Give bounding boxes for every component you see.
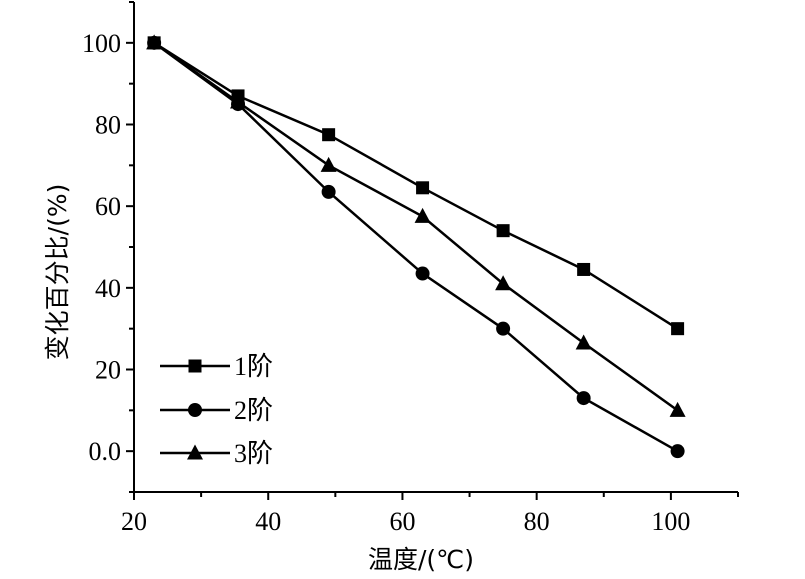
series-1	[147, 36, 685, 336]
series-layer	[146, 34, 686, 459]
legend-marker	[188, 359, 202, 373]
series-2	[147, 35, 685, 459]
axes: 0.0 20 40 60 80 100 20 40 60 80 100	[82, 1, 739, 536]
data-point	[669, 401, 686, 417]
data-point	[671, 322, 685, 336]
legend-marker	[188, 403, 202, 417]
y-tick-label: 60	[95, 192, 121, 221]
data-point	[416, 181, 430, 195]
x-tick-label: 100	[651, 507, 690, 536]
y-tick-label: 20	[95, 356, 121, 385]
x-tick-label: 20	[121, 507, 147, 536]
data-point	[495, 275, 512, 291]
series-3	[146, 34, 686, 417]
x-tick-label: 60	[389, 507, 415, 536]
y-axis-title: 变化百分比/(%)	[43, 184, 72, 361]
series-line	[153, 41, 679, 412]
data-point	[414, 207, 431, 223]
legend-label: 1阶	[234, 352, 273, 381]
data-point	[496, 224, 510, 238]
y-tick-label: 40	[95, 274, 121, 303]
legend-label: 2阶	[234, 396, 273, 425]
x-tick-label: 80	[524, 507, 550, 536]
x-tick-label: 40	[255, 507, 281, 536]
y-tick-label: 100	[82, 29, 121, 58]
data-point	[320, 156, 337, 172]
data-point	[230, 93, 247, 109]
series-line	[153, 41, 679, 330]
data-point	[146, 34, 163, 50]
data-point	[321, 184, 336, 199]
legend-label: 3阶	[234, 439, 273, 468]
data-point	[575, 334, 592, 350]
y-tick-label: 80	[95, 111, 121, 140]
data-point	[670, 444, 685, 459]
data-point	[415, 266, 430, 281]
legend-marker	[187, 444, 203, 460]
data-point	[576, 391, 591, 406]
legend: 1阶 2阶 3阶	[160, 352, 273, 468]
x-axis-title: 温度/(℃)	[368, 545, 474, 574]
y-tick-label: 0.0	[89, 437, 122, 466]
data-point	[322, 128, 336, 142]
data-point	[496, 321, 511, 336]
data-point	[577, 262, 591, 276]
